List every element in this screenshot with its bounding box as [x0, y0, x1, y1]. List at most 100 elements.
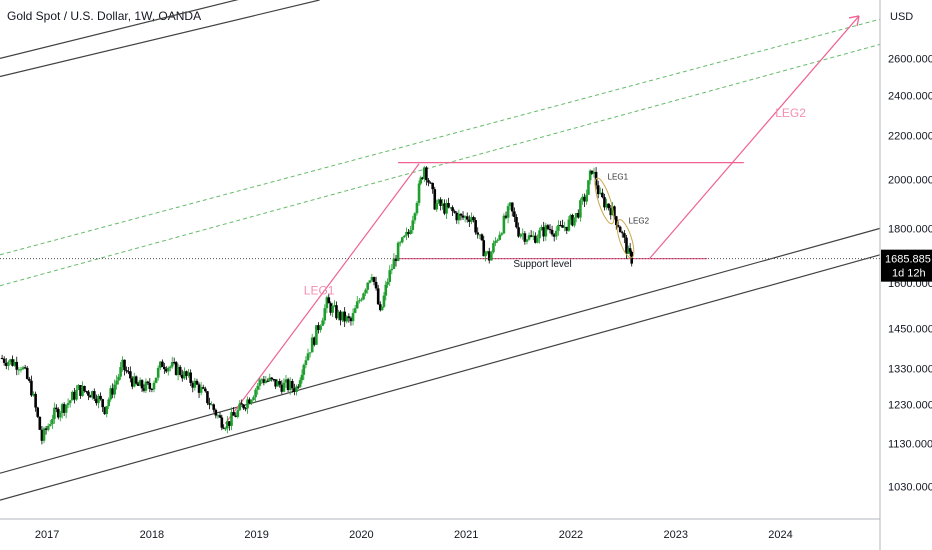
candle-body — [262, 379, 266, 383]
candle-body — [226, 421, 229, 429]
candle-body — [429, 182, 432, 184]
leg2-line — [649, 15, 860, 260]
y-tick-label: 2600.000 — [888, 53, 932, 65]
candle-body — [398, 242, 402, 244]
candle-body — [538, 230, 541, 239]
candle-body — [554, 230, 558, 237]
candle-body — [224, 428, 227, 430]
candle-body — [36, 407, 40, 417]
support-label: Support level — [513, 259, 571, 270]
candle-body — [620, 232, 624, 234]
last-price-value: 1685.885 — [885, 254, 931, 266]
last-price-countdown: 1d 12h — [892, 268, 926, 280]
candle-body — [576, 213, 580, 218]
candle-body — [56, 409, 60, 418]
candle-body — [598, 192, 602, 195]
candle-body — [7, 361, 10, 366]
candle-body — [138, 380, 142, 386]
candle-body — [208, 403, 211, 405]
candle-body — [304, 360, 308, 365]
candle-body — [521, 233, 525, 235]
candle-body — [583, 196, 586, 202]
candle-body — [349, 318, 353, 322]
candle-body — [236, 410, 240, 417]
upper-channel-line-2 — [0, 0, 320, 78]
candle-body — [115, 380, 118, 385]
candle-body — [244, 408, 247, 410]
candle-body — [152, 382, 156, 390]
candle-body — [431, 182, 434, 190]
candle-body — [280, 384, 284, 392]
candle-body — [523, 233, 527, 242]
x-tick-label: 2017 — [35, 529, 59, 541]
candle-body — [347, 316, 351, 319]
candle-body — [427, 180, 430, 183]
candle-body — [193, 380, 197, 388]
candle-body — [146, 381, 150, 383]
candle-body — [113, 384, 116, 395]
green-dashed-line-2 — [0, 43, 881, 287]
x-tick-label: 2023 — [663, 529, 687, 541]
candle-body — [529, 235, 533, 237]
candle-body — [478, 234, 482, 236]
candle-body — [66, 403, 70, 406]
candle-body — [540, 227, 543, 231]
candle-body — [254, 389, 257, 398]
candle-body — [111, 388, 114, 395]
candle-body — [498, 234, 502, 240]
candle-body — [11, 359, 14, 366]
candle-body — [407, 231, 410, 234]
candle-body — [40, 429, 44, 441]
candle-body — [513, 211, 516, 217]
x-tick-label: 2021 — [454, 529, 478, 541]
candle-body — [44, 428, 48, 430]
candle-body — [494, 240, 497, 244]
candle-body — [38, 416, 42, 430]
candle-body — [258, 379, 262, 386]
leg2-arrowhead — [848, 15, 860, 27]
candle-body — [42, 428, 46, 441]
candle-body — [107, 399, 111, 407]
candle-body — [300, 374, 304, 381]
candles — [0, 165, 634, 445]
candle-body — [306, 353, 310, 361]
candle-body — [486, 251, 489, 253]
candle-body — [468, 219, 471, 222]
candle-body — [370, 277, 374, 281]
x-tick-label: 2020 — [349, 529, 373, 541]
candle-body — [62, 404, 66, 413]
candle-body — [150, 388, 154, 390]
candle-body — [588, 170, 592, 181]
candle-body — [125, 370, 128, 372]
candle-body — [422, 167, 426, 179]
candle-body — [607, 203, 610, 209]
x-tick-label: 2018 — [140, 529, 164, 541]
candle-body — [119, 367, 122, 377]
candle-body — [463, 216, 467, 218]
candle-body — [411, 220, 415, 230]
candle-body — [232, 412, 235, 416]
y-tick-label: 1800.000 — [888, 223, 932, 235]
candle-body — [290, 381, 294, 389]
candle-body — [351, 312, 355, 322]
candle-body — [79, 385, 82, 396]
y-tick-label: 1230.000 — [888, 399, 932, 411]
candle-body — [246, 399, 249, 409]
candle-body — [91, 391, 94, 398]
candle-body — [312, 337, 316, 345]
candle-body — [339, 311, 342, 321]
leg2-ellipse — [616, 219, 635, 259]
leg1-line — [224, 163, 420, 424]
candle-body — [517, 227, 520, 237]
chart-title: Gold Spot / U.S. Dollar, 1W, OANDA — [7, 9, 202, 23]
green-dashed-line-1 — [0, 18, 881, 256]
candle-body — [449, 207, 452, 209]
candle-body — [308, 352, 312, 354]
candle-body — [23, 367, 27, 369]
candle-body — [457, 213, 461, 221]
candle-body — [214, 409, 218, 416]
candle-body — [364, 289, 367, 294]
candle-body — [250, 400, 253, 404]
y-tick-label: 1130.000 — [888, 439, 932, 451]
